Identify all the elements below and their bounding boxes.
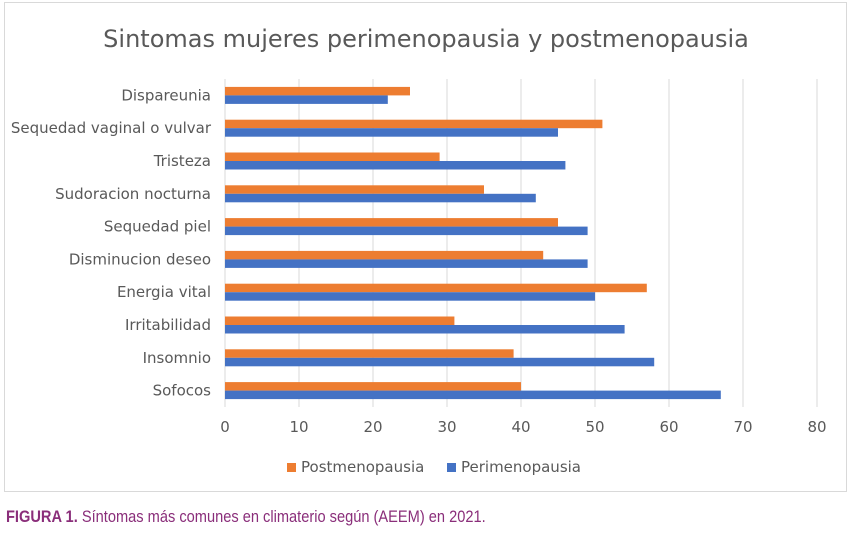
category-labels: Dispareunia Sequedad vaginal o vulvar Tris… <box>11 86 212 399</box>
x-tick-label: 10 <box>289 418 308 436</box>
x-tick-labels: 0 10 20 30 40 50 60 70 80 <box>220 418 826 436</box>
x-tick-label: 0 <box>220 418 230 436</box>
bar-postmenopausia <box>225 218 558 227</box>
bar-perimenopausia <box>225 95 388 104</box>
bar-postmenopausia <box>225 283 647 293</box>
bar-perimenopausia <box>225 259 588 268</box>
bar-chart: Sintomas mujeres perimenopausia y postme… <box>11 25 827 476</box>
bar-postmenopausia <box>225 250 544 260</box>
category-label: Sequedad vaginal o vulvar <box>11 119 212 137</box>
bar-postmenopausia <box>225 119 603 129</box>
legend-swatch <box>447 463 456 472</box>
category-label: Sequedad piel <box>104 218 211 236</box>
bar-postmenopausia <box>225 86 410 96</box>
legend-label: Perimenopausia <box>461 458 581 476</box>
legend: Postmenopausia Perimenopausia <box>287 458 581 476</box>
bars <box>225 86 721 400</box>
category-label: Sudoracion nocturna <box>55 185 211 203</box>
bar-postmenopausia <box>225 185 484 194</box>
category-label: Dispareunia <box>121 86 211 104</box>
category-label: Tristeza <box>153 152 211 170</box>
x-tick-label: 40 <box>511 418 530 436</box>
category-label: Disminucion deseo <box>69 250 211 268</box>
bar-perimenopausia <box>225 193 536 203</box>
figure-caption: FIGURA 1. Síntomas más comunes en climat… <box>6 504 486 530</box>
chart-title: Sintomas mujeres perimenopausia y postme… <box>103 25 749 53</box>
x-tick-label: 20 <box>363 418 382 436</box>
category-label: Irritabilidad <box>125 316 211 334</box>
bar-perimenopausia <box>225 357 655 367</box>
bar-perimenopausia <box>225 226 588 236</box>
figure-caption-text: Síntomas más comunes en climaterio según… <box>81 507 486 526</box>
figure-label: FIGURA 1. <box>6 507 78 526</box>
bar-postmenopausia <box>225 316 455 325</box>
x-tick-label: 30 <box>437 418 456 436</box>
bar-postmenopausia <box>225 152 440 161</box>
x-tick-label: 70 <box>733 418 752 436</box>
legend-swatch <box>287 463 296 472</box>
x-tick-label: 50 <box>585 418 604 436</box>
bar-perimenopausia <box>225 390 721 400</box>
category-label: Energia vital <box>117 283 211 301</box>
bar-perimenopausia <box>225 161 566 170</box>
x-tick-label: 60 <box>659 418 678 436</box>
bar-postmenopausia <box>225 382 521 391</box>
chart-area: Sintomas mujeres perimenopausia y postme… <box>4 2 847 492</box>
category-label: Insomnio <box>143 349 211 367</box>
bar-perimenopausia <box>225 325 625 334</box>
legend-label: Postmenopausia <box>301 458 424 476</box>
x-tick-label: 80 <box>807 418 826 436</box>
bar-postmenopausia <box>225 349 514 358</box>
bar-perimenopausia <box>225 128 558 137</box>
category-label: Sofocos <box>153 382 212 400</box>
bar-perimenopausia <box>225 292 595 301</box>
